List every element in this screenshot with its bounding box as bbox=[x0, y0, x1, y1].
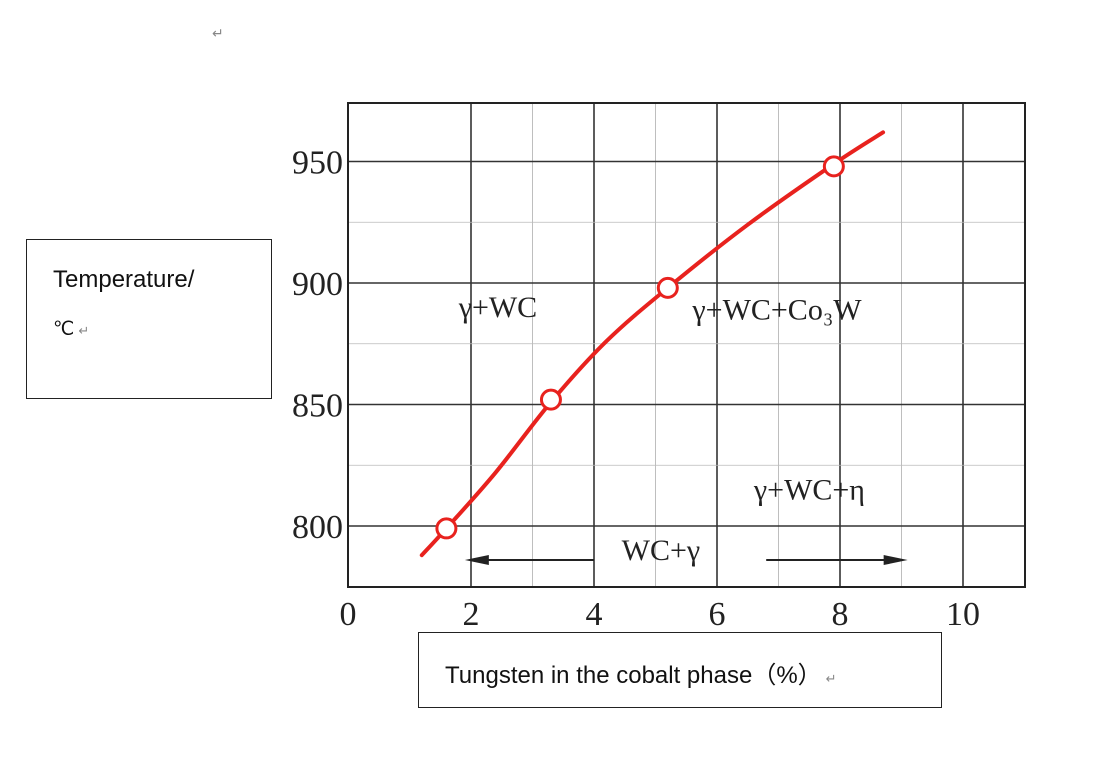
data-point bbox=[435, 517, 458, 540]
arrow-left-head bbox=[464, 555, 489, 566]
paragraph-mark: ↵ bbox=[212, 26, 224, 42]
y-tick-label: 800 bbox=[292, 509, 343, 546]
series-line bbox=[419, 130, 886, 558]
plot-frame bbox=[347, 102, 1026, 588]
x-tick-label: 2 bbox=[463, 596, 480, 633]
x-tick-label: 6 bbox=[709, 596, 726, 633]
paragraph-mark: ↵ bbox=[825, 671, 837, 686]
axes: 0 2 4 6 8 10 800 850 900 950 bbox=[292, 102, 1026, 633]
y-axis-unit: ℃ bbox=[53, 319, 75, 340]
paragraph-mark: ↵ bbox=[78, 323, 90, 338]
y-axis-title-line2: ℃ ↵ bbox=[53, 318, 89, 341]
data-point bbox=[539, 388, 562, 411]
region-label: WC+γ bbox=[622, 534, 701, 567]
y-axis-title-box: Temperature/ ℃ ↵ bbox=[26, 239, 272, 399]
series bbox=[419, 130, 886, 558]
region-label: γ+WC+Co₃W bbox=[691, 293, 862, 326]
y-tick-label: 950 bbox=[292, 145, 343, 182]
x-tick-label: 4 bbox=[586, 596, 603, 633]
data-point bbox=[656, 276, 679, 299]
x-tick-label: 8 bbox=[832, 596, 849, 633]
x-axis-title: Tungsten in the cobalt phase（%） bbox=[445, 662, 822, 689]
x-tick-label: 10 bbox=[946, 596, 980, 633]
region-label: γ+WC bbox=[458, 291, 538, 324]
y-tick-label: 900 bbox=[292, 266, 343, 303]
y-axis-title-line1: Temperature/ bbox=[53, 266, 195, 293]
annotations: γ+WC γ+WC+Co₃W γ+WC+η WC+γ bbox=[458, 291, 908, 567]
data-point bbox=[822, 155, 845, 178]
arrow-right-head bbox=[883, 555, 908, 566]
x-axis-title-box: Tungsten in the cobalt phase（%） ↵ bbox=[418, 632, 942, 708]
grid bbox=[348, 103, 1025, 587]
region-label: γ+WC+η bbox=[753, 473, 865, 506]
y-tick-label: 850 bbox=[292, 388, 343, 425]
x-axis-title-line: Tungsten in the cobalt phase（%） ↵ bbox=[445, 655, 837, 690]
x-tick-label: 0 bbox=[340, 596, 357, 633]
